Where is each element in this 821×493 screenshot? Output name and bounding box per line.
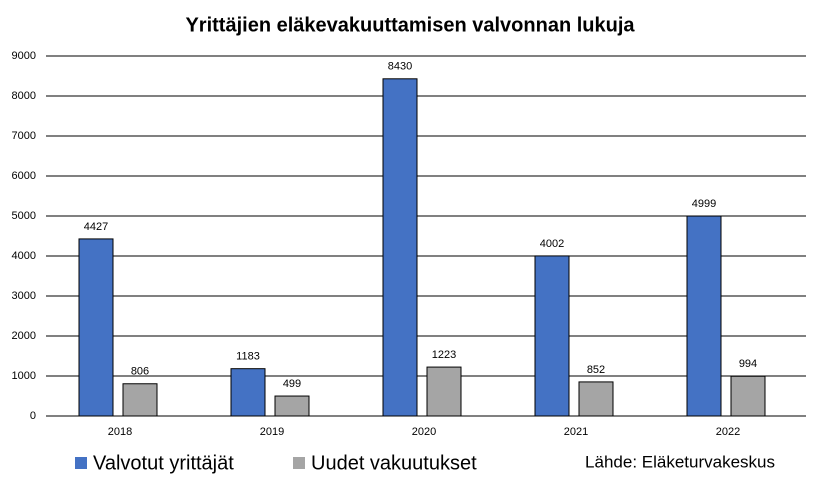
value-label: 806	[131, 366, 149, 378]
value-label: 1183	[236, 351, 260, 363]
bar	[382, 78, 418, 417]
x-tick-label: 2020	[412, 426, 436, 438]
x-tick-label: 2021	[564, 426, 588, 438]
value-label: 4002	[540, 238, 564, 250]
y-tick-label: 0	[30, 410, 36, 422]
x-tick-label: 2019	[260, 426, 284, 438]
y-tick-label: 7000	[12, 130, 36, 142]
x-tick-label: 2022	[716, 426, 740, 438]
value-label: 8430	[388, 61, 412, 73]
value-label: 4427	[84, 221, 108, 233]
bar	[534, 255, 570, 417]
bar	[78, 238, 114, 417]
legend-label: Uudet vakuutukset	[311, 452, 477, 474]
value-label: 499	[283, 378, 301, 390]
legend-label: Valvotut yrittäjät	[93, 452, 234, 474]
bar	[730, 375, 766, 417]
x-tick-label: 2018	[108, 426, 132, 438]
source-note: Lähde: Eläketurvakeskus	[585, 452, 775, 471]
bar	[686, 215, 722, 417]
value-label: 1223	[432, 349, 456, 361]
chart-title: Yrittäjien eläkevakuuttamisen valvonnan …	[185, 14, 635, 36]
bar	[578, 381, 614, 417]
y-tick-label: 9000	[12, 50, 36, 62]
value-label: 4999	[692, 198, 716, 210]
bar	[426, 366, 462, 417]
bar	[274, 395, 310, 417]
y-tick-label: 3000	[12, 290, 36, 302]
y-tick-label: 6000	[12, 170, 36, 182]
value-label: 852	[587, 364, 605, 376]
y-tick-label: 4000	[12, 250, 36, 262]
bar	[230, 368, 266, 417]
legend-swatch	[293, 457, 305, 469]
y-tick-label: 2000	[12, 330, 36, 342]
y-tick-label: 5000	[12, 210, 36, 222]
y-tick-label: 8000	[12, 90, 36, 102]
y-tick-label: 1000	[12, 370, 36, 382]
value-label: 994	[739, 358, 757, 370]
legend-swatch	[75, 457, 87, 469]
bar	[122, 383, 158, 417]
